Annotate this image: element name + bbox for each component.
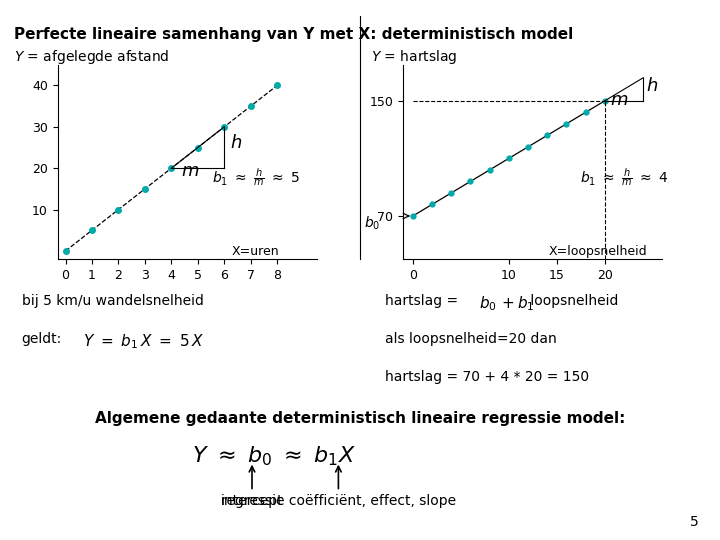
Text: $b_0$: $b_0$: [479, 294, 497, 313]
Text: $h$: $h$: [646, 77, 658, 94]
Text: geldt:: geldt:: [22, 332, 62, 346]
Text: Algemene gedaante deterministisch lineaire regressie model:: Algemene gedaante deterministisch lineai…: [95, 411, 625, 426]
Text: $m$: $m$: [181, 163, 199, 180]
Text: X=loopsnelheid: X=loopsnelheid: [549, 245, 647, 259]
Text: $b_0$: $b_0$: [364, 214, 380, 232]
Text: intercept: intercept: [221, 494, 283, 508]
Text: $b_1\ \approx\ \frac{h}{m}\ \approx\ 5$: $b_1\ \approx\ \frac{h}{m}\ \approx\ 5$: [212, 167, 301, 190]
Text: X=uren: X=uren: [232, 245, 279, 259]
Text: hartslag = 70 + 4 * 20 = 150: hartslag = 70 + 4 * 20 = 150: [385, 370, 590, 384]
Text: $m$: $m$: [610, 91, 629, 109]
Text: 5: 5: [690, 515, 698, 529]
Text: $Y$ = afgelegde afstand: $Y$ = afgelegde afstand: [14, 48, 170, 66]
Text: $Y$ = hartslag: $Y$ = hartslag: [371, 48, 457, 66]
Text: bij 5 km/u wandelsnelheid: bij 5 km/u wandelsnelheid: [22, 294, 204, 308]
Text: Perfecte lineaire samenhang van Y met X: deterministisch model: Perfecte lineaire samenhang van Y met X:…: [14, 27, 574, 42]
Text: hartslag =: hartslag =: [385, 294, 463, 308]
Text: $Y\ =\ b_1\,X\ =\ 5\,X$: $Y\ =\ b_1\,X\ =\ 5\,X$: [83, 332, 204, 351]
Text: $Y\ \approx\ b_0\ \approx\ b_1 X$: $Y\ \approx\ b_0\ \approx\ b_1 X$: [192, 444, 356, 468]
Text: regressie coëfficiënt, effect, slope: regressie coëfficiënt, effect, slope: [221, 494, 456, 508]
Text: $h$: $h$: [230, 133, 242, 152]
Text: loopsnelheid: loopsnelheid: [526, 294, 618, 308]
Text: als loopsnelheid=20 dan: als loopsnelheid=20 dan: [385, 332, 557, 346]
Text: $b_1\ \approx\ \frac{h}{m}\ \approx\ 4$: $b_1\ \approx\ \frac{h}{m}\ \approx\ 4$: [580, 167, 668, 190]
Text: $+\,b_1$: $+\,b_1$: [497, 294, 534, 313]
